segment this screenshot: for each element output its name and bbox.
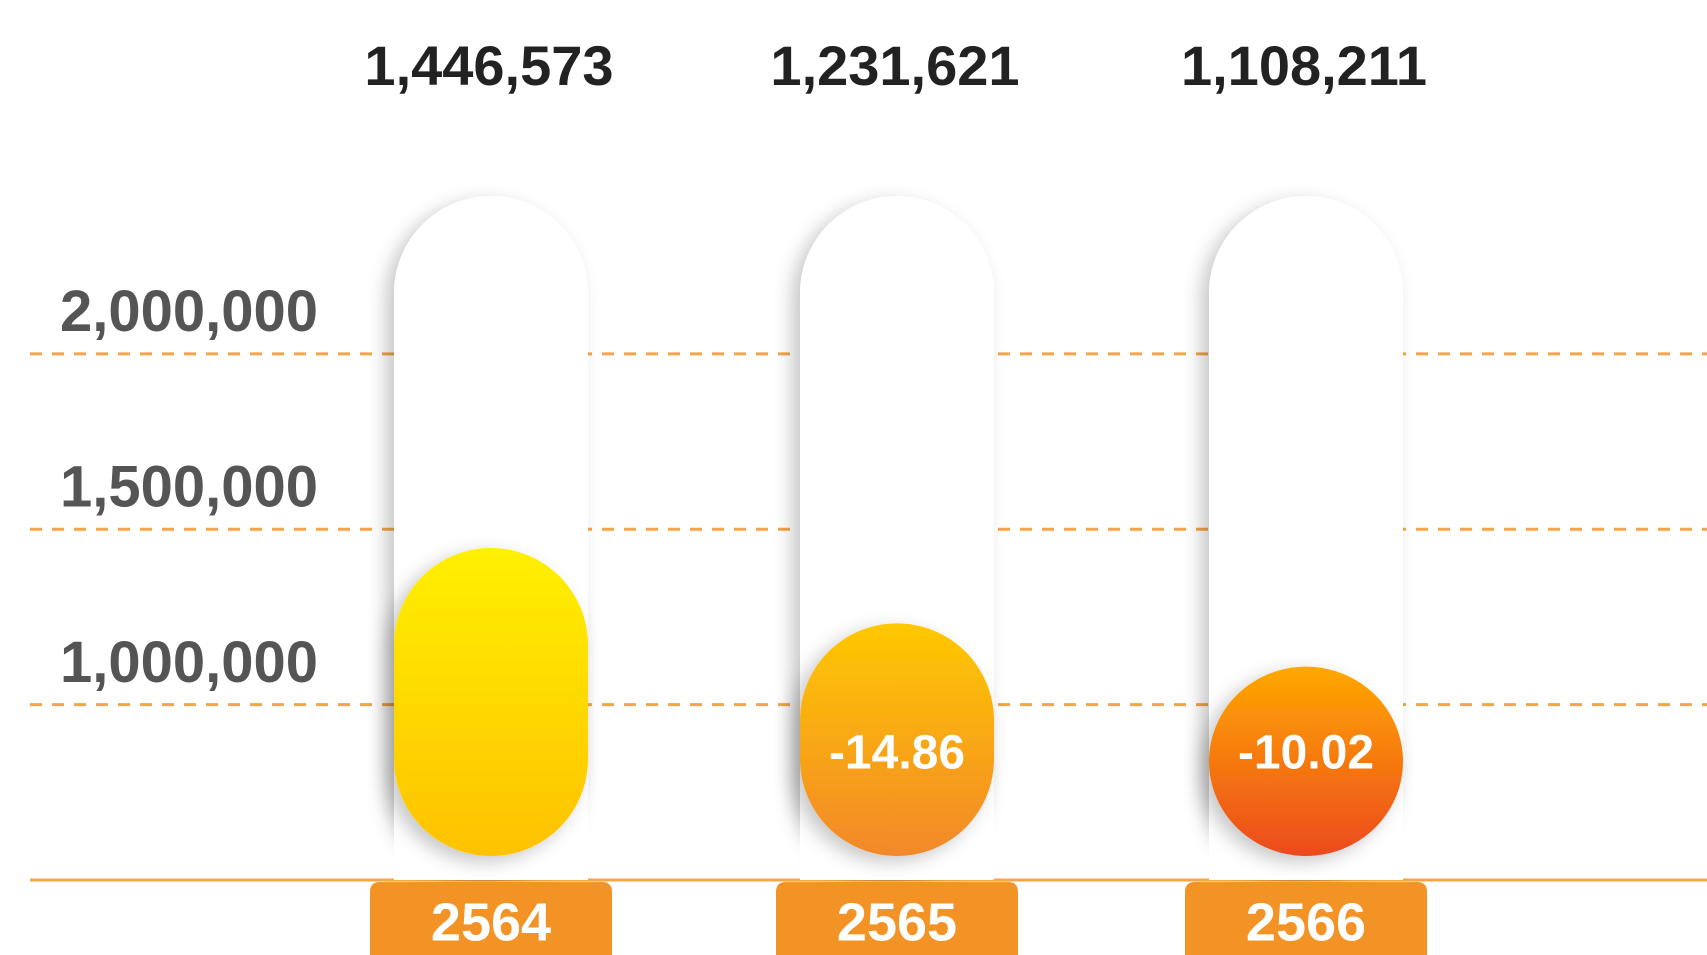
change-label: -10.02 [1238,727,1374,780]
change-label: -14.86 [829,727,965,780]
bar [394,547,588,856]
value-label: 1,231,621 [770,34,1019,97]
x-tick-label: 2564 [431,892,551,952]
x-tick-label: 2565 [837,892,957,952]
category-tab [1185,882,1427,955]
value-label: 1,446,573 [364,34,613,97]
category-tab [370,882,612,955]
x-tick-label: 2566 [1246,892,1366,952]
bar [1209,666,1403,856]
y-tick-label: 1,500,000 [60,455,318,520]
y-tick-label: 1,000,000 [60,630,318,695]
bar [800,623,994,856]
y-tick-label: 2,000,000 [60,279,318,344]
value-label: 1,108,211 [1181,34,1427,97]
category-tab [776,882,1018,955]
